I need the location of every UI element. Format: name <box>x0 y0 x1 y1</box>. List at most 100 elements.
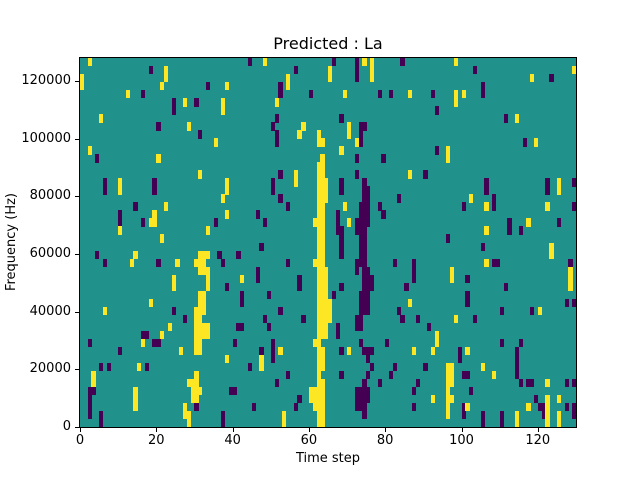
heatmap-cell-dark <box>534 394 539 404</box>
heatmap-cell-dark <box>572 410 576 420</box>
heatmap-cell-dark <box>415 378 420 388</box>
heatmap-cell-yellow <box>545 418 550 427</box>
heatmap-cell-yellow <box>320 386 325 396</box>
heatmap-cell-dark <box>572 378 576 388</box>
heatmap-cell-dark <box>297 274 302 283</box>
heatmap-cell-yellow <box>171 282 176 292</box>
heatmap-cell-dark <box>499 306 504 316</box>
heatmap-cell-dark <box>297 282 302 292</box>
heatmap-cell-yellow <box>450 370 455 380</box>
heatmap-cell-yellow <box>324 266 329 275</box>
heatmap-cell-dark <box>194 98 199 107</box>
heatmap-cell-dark <box>91 386 96 396</box>
heatmap-cell-dark <box>480 90 485 99</box>
heatmap-cell-yellow <box>492 370 497 380</box>
heatmap-cell-yellow <box>324 274 329 283</box>
heatmap-cell-yellow <box>186 418 192 427</box>
heatmap-cell-yellow <box>282 418 287 427</box>
heatmap-cell-yellow <box>320 330 325 340</box>
y-tick-label: 120000 <box>21 73 71 89</box>
heatmap-cell-yellow <box>274 98 279 107</box>
heatmap-cell-dark <box>362 306 367 316</box>
heatmap-cell-dark <box>339 250 344 259</box>
heatmap-cell-yellow <box>324 298 329 308</box>
heatmap-cell-yellow <box>446 362 451 372</box>
heatmap-cell-dark <box>221 410 226 420</box>
heatmap-cell-dark <box>461 370 466 380</box>
heatmap-cell-yellow <box>453 98 459 107</box>
heatmap-cell-dark <box>503 282 508 292</box>
heatmap-cell-yellow <box>316 266 321 275</box>
heatmap-cell-dark <box>362 378 367 388</box>
heatmap-cell-dark <box>266 290 272 300</box>
heatmap-cell-dark <box>369 282 375 292</box>
heatmap-cell-dark <box>221 418 226 427</box>
heatmap-cell-yellow <box>328 314 333 324</box>
heatmap-cell-dark <box>514 370 520 380</box>
heatmap-cell-dark <box>358 138 363 147</box>
heatmap-cell-yellow <box>224 354 230 364</box>
y-tick-mark <box>75 81 79 83</box>
heatmap-cell-dark <box>286 370 291 380</box>
heatmap-cell-yellow <box>484 226 489 235</box>
heatmap-cell-yellow <box>453 314 459 324</box>
heatmap-cell-dark <box>274 130 279 139</box>
heatmap-cell-yellow <box>572 66 576 75</box>
heatmap-cell-yellow <box>175 258 180 267</box>
y-tick-label: 0 <box>62 419 71 434</box>
heatmap-cell-dark <box>404 282 409 292</box>
heatmap-cell-yellow <box>320 234 325 243</box>
heatmap-cell-yellow <box>408 298 413 308</box>
heatmap-cell-yellow <box>316 210 321 219</box>
heatmap-cell-dark <box>530 378 535 388</box>
heatmap-cell-dark <box>293 402 298 412</box>
heatmap-cell-yellow <box>568 266 573 275</box>
heatmap-cell-yellow <box>545 202 550 211</box>
heatmap-cell-dark <box>377 90 382 99</box>
y-tick-mark <box>75 254 79 255</box>
heatmap-cell-dark <box>461 202 466 211</box>
heatmap-cell-dark <box>514 362 520 372</box>
heatmap-cell-yellow <box>480 362 485 372</box>
heatmap-cell-yellow <box>316 314 321 324</box>
heatmap-cell-dark <box>240 298 245 308</box>
heatmap-cell-yellow <box>320 274 325 283</box>
heatmap-cell-yellow <box>171 274 176 283</box>
heatmap-cell-dark <box>362 234 367 243</box>
heatmap-cell-dark <box>354 170 359 179</box>
heatmap-cell-dark <box>366 354 371 364</box>
heatmap-cell-dark <box>362 242 367 251</box>
heatmap-cell-yellow <box>312 386 317 396</box>
heatmap-cell-yellow <box>186 122 192 131</box>
heatmap-cell-yellow <box>453 90 459 99</box>
heatmap-cell-dark <box>358 298 363 308</box>
heatmap-cell-dark <box>240 290 245 300</box>
heatmap-cell-yellow <box>320 394 325 404</box>
heatmap-cell-yellow <box>202 330 207 340</box>
heatmap-cell-yellow <box>320 322 325 332</box>
heatmap-cell-yellow <box>328 298 333 308</box>
heatmap-cell-yellow <box>320 250 325 259</box>
heatmap-cell-dark <box>423 170 428 179</box>
heatmap-cell-yellow <box>328 306 333 316</box>
heatmap-cell-dark <box>152 178 157 187</box>
heatmap-cell-dark <box>354 314 359 324</box>
heatmap-cell-dark <box>358 218 363 227</box>
heatmap-cell-dark <box>354 154 359 163</box>
heatmap-cell-yellow <box>205 330 211 340</box>
heatmap-cell-dark <box>377 202 382 211</box>
x-tick-mark <box>80 428 81 432</box>
heatmap-cell-yellow <box>453 58 459 67</box>
heatmap-cell-dark <box>171 98 176 107</box>
heatmap-cell-dark <box>541 402 546 412</box>
heatmap-cell-yellow <box>526 218 531 227</box>
heatmap-cell-dark <box>102 186 108 195</box>
heatmap-cell-yellow <box>465 402 470 412</box>
heatmap-cell-dark <box>362 218 367 227</box>
heatmap-cell-dark <box>465 290 470 300</box>
heatmap-cell-yellow <box>133 402 138 412</box>
heatmap-cell-yellow <box>545 378 550 388</box>
heatmap-cell-yellow <box>259 362 264 372</box>
heatmap-cell-yellow <box>198 306 203 316</box>
heatmap-cell-dark <box>362 282 367 292</box>
